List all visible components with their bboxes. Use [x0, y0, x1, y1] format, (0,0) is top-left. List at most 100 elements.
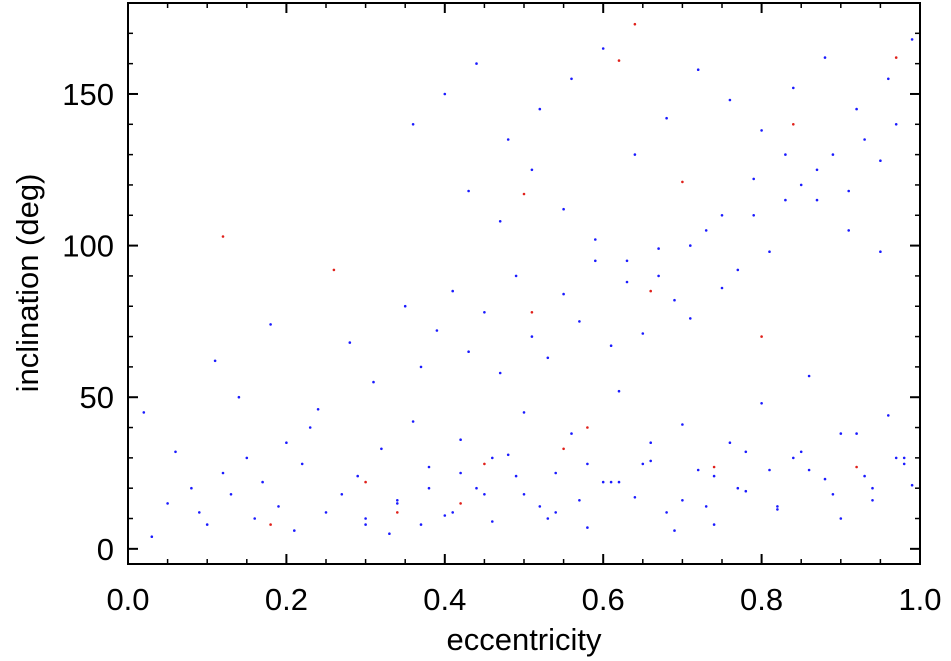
data-point: [388, 532, 391, 535]
x-tick-label: 1.0: [898, 582, 941, 617]
data-point-red: [649, 289, 652, 293]
data-point: [586, 526, 589, 529]
data-point: [554, 471, 557, 475]
data-point: [498, 220, 502, 223]
x-tick-label: 0.4: [423, 582, 466, 617]
data-point: [657, 274, 660, 278]
data-point: [213, 359, 217, 363]
data-point: [221, 471, 225, 475]
data-point: [475, 62, 478, 65]
data-point: [316, 408, 320, 411]
data-point: [237, 395, 241, 399]
data-point-red: [396, 511, 399, 514]
data-point: [594, 238, 597, 241]
data-point-red: [894, 56, 898, 59]
data-point: [522, 493, 526, 496]
data-point: [562, 207, 565, 211]
data-point: [712, 523, 716, 526]
data-point: [768, 468, 771, 472]
data-point-red: [586, 426, 589, 429]
data-point: [562, 292, 565, 296]
data-point: [253, 517, 256, 520]
data-point-red: [681, 180, 684, 184]
data-point-red: [760, 335, 763, 338]
data-point: [720, 286, 724, 290]
data-point: [522, 411, 526, 414]
data-point: [863, 474, 866, 478]
data-point: [205, 523, 209, 526]
data-point: [807, 468, 811, 472]
data-point: [887, 77, 890, 81]
data-point: [792, 86, 795, 90]
data-point-red: [364, 480, 367, 484]
data-point: [601, 47, 605, 50]
data-point: [689, 244, 692, 247]
data-point: [681, 423, 684, 426]
data-point: [625, 259, 629, 263]
x-tick-label: 0.8: [740, 582, 783, 617]
data-point: [728, 441, 732, 445]
data-point: [689, 317, 692, 320]
data-point: [475, 486, 478, 490]
x-tick-label: 0.6: [582, 582, 625, 617]
data-point: [871, 486, 874, 490]
data-point: [530, 168, 534, 172]
data-point: [799, 183, 803, 187]
x-tick-label: 0.0: [106, 582, 149, 617]
data-point: [823, 56, 827, 59]
data-point: [586, 462, 589, 466]
data-point: [396, 499, 399, 502]
y-tick-label: 50: [80, 380, 114, 415]
data-point: [665, 116, 668, 120]
data-point: [879, 250, 882, 253]
data-point: [554, 511, 557, 514]
y-tick-label: 100: [62, 229, 114, 264]
data-point-red: [712, 465, 716, 469]
data-point: [768, 250, 771, 253]
data-point: [435, 329, 439, 332]
data-point: [277, 505, 280, 508]
data-point: [467, 189, 470, 193]
data-point: [720, 214, 724, 217]
data-point: [451, 289, 455, 293]
data-point: [855, 432, 858, 435]
data-point: [887, 414, 890, 417]
data-point: [625, 280, 629, 284]
data-point-red: [269, 523, 272, 526]
data-point: [570, 432, 573, 435]
data-point: [894, 456, 898, 460]
data-point: [245, 456, 249, 460]
data-point: [681, 499, 684, 502]
data-point: [776, 505, 779, 508]
data-point-red: [792, 123, 795, 126]
data-point: [855, 107, 858, 111]
data-point: [649, 441, 652, 445]
data-point: [427, 465, 431, 469]
data-point: [609, 480, 613, 484]
data-point-red: [221, 235, 225, 238]
data-point: [491, 456, 494, 460]
data-point: [427, 486, 431, 490]
data-point: [229, 493, 233, 496]
data-point: [704, 229, 708, 232]
data-point: [633, 496, 637, 499]
data-point: [617, 389, 621, 393]
y-axis-title: inclination (deg): [10, 174, 45, 393]
data-point: [696, 68, 700, 71]
data-point: [609, 344, 613, 348]
data-point-red: [633, 22, 637, 26]
data-point: [823, 477, 827, 481]
data-point: [776, 508, 779, 511]
data-point: [712, 474, 716, 478]
data-point: [356, 474, 360, 478]
data-point: [459, 471, 462, 475]
data-point: [269, 323, 272, 326]
y-tick-label: 0: [97, 532, 114, 567]
data-point: [443, 514, 447, 517]
data-point: [839, 432, 843, 435]
data-point: [815, 168, 819, 172]
y-axis: 0 50 100 150: [62, 32, 920, 567]
data-point: [752, 214, 755, 217]
data-point: [411, 123, 415, 126]
